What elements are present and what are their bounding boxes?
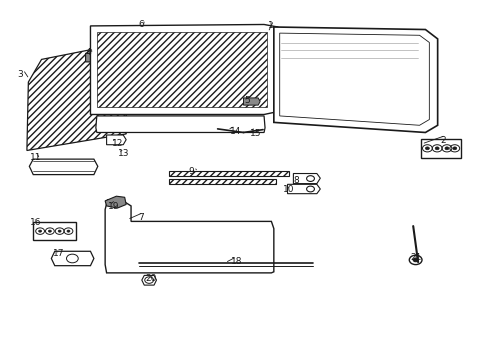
Circle shape <box>444 147 448 150</box>
Text: 4: 4 <box>85 48 91 57</box>
Polygon shape <box>29 159 98 175</box>
Polygon shape <box>243 98 260 105</box>
Polygon shape <box>287 184 320 194</box>
Text: 3: 3 <box>17 70 23 79</box>
Polygon shape <box>27 42 127 150</box>
Text: 15: 15 <box>250 129 262 138</box>
Text: 1: 1 <box>267 21 273 30</box>
Polygon shape <box>106 135 126 145</box>
Text: 2: 2 <box>439 136 445 145</box>
Polygon shape <box>51 251 94 266</box>
Circle shape <box>452 147 456 150</box>
Circle shape <box>425 147 428 150</box>
Polygon shape <box>420 139 460 158</box>
Text: 5: 5 <box>244 96 250 105</box>
Text: 6: 6 <box>138 20 143 29</box>
Polygon shape <box>105 196 126 208</box>
Text: 7: 7 <box>138 213 143 222</box>
Text: 19: 19 <box>107 202 119 211</box>
Polygon shape <box>279 33 428 125</box>
Polygon shape <box>96 116 264 132</box>
Polygon shape <box>293 174 320 184</box>
Circle shape <box>58 230 61 232</box>
Text: 20: 20 <box>145 274 157 283</box>
Circle shape <box>67 230 70 232</box>
Text: 14: 14 <box>229 127 241 136</box>
Text: 18: 18 <box>230 257 242 266</box>
Polygon shape <box>142 275 156 285</box>
Polygon shape <box>85 53 115 62</box>
Text: 9: 9 <box>188 167 194 176</box>
Text: 13: 13 <box>118 149 130 158</box>
Circle shape <box>412 258 417 262</box>
Text: 16: 16 <box>30 218 42 227</box>
Polygon shape <box>97 32 266 107</box>
Text: 10: 10 <box>282 185 294 194</box>
Polygon shape <box>90 24 277 114</box>
Polygon shape <box>168 179 276 184</box>
Text: 12: 12 <box>111 139 122 148</box>
Text: 8: 8 <box>293 176 299 185</box>
Polygon shape <box>273 27 437 132</box>
Circle shape <box>434 147 438 150</box>
Text: 17: 17 <box>53 249 64 258</box>
Polygon shape <box>168 171 289 176</box>
Polygon shape <box>105 200 273 273</box>
Text: 21: 21 <box>410 253 421 262</box>
Circle shape <box>48 230 51 232</box>
Text: 11: 11 <box>30 153 42 162</box>
Circle shape <box>39 230 41 232</box>
Polygon shape <box>33 222 76 240</box>
